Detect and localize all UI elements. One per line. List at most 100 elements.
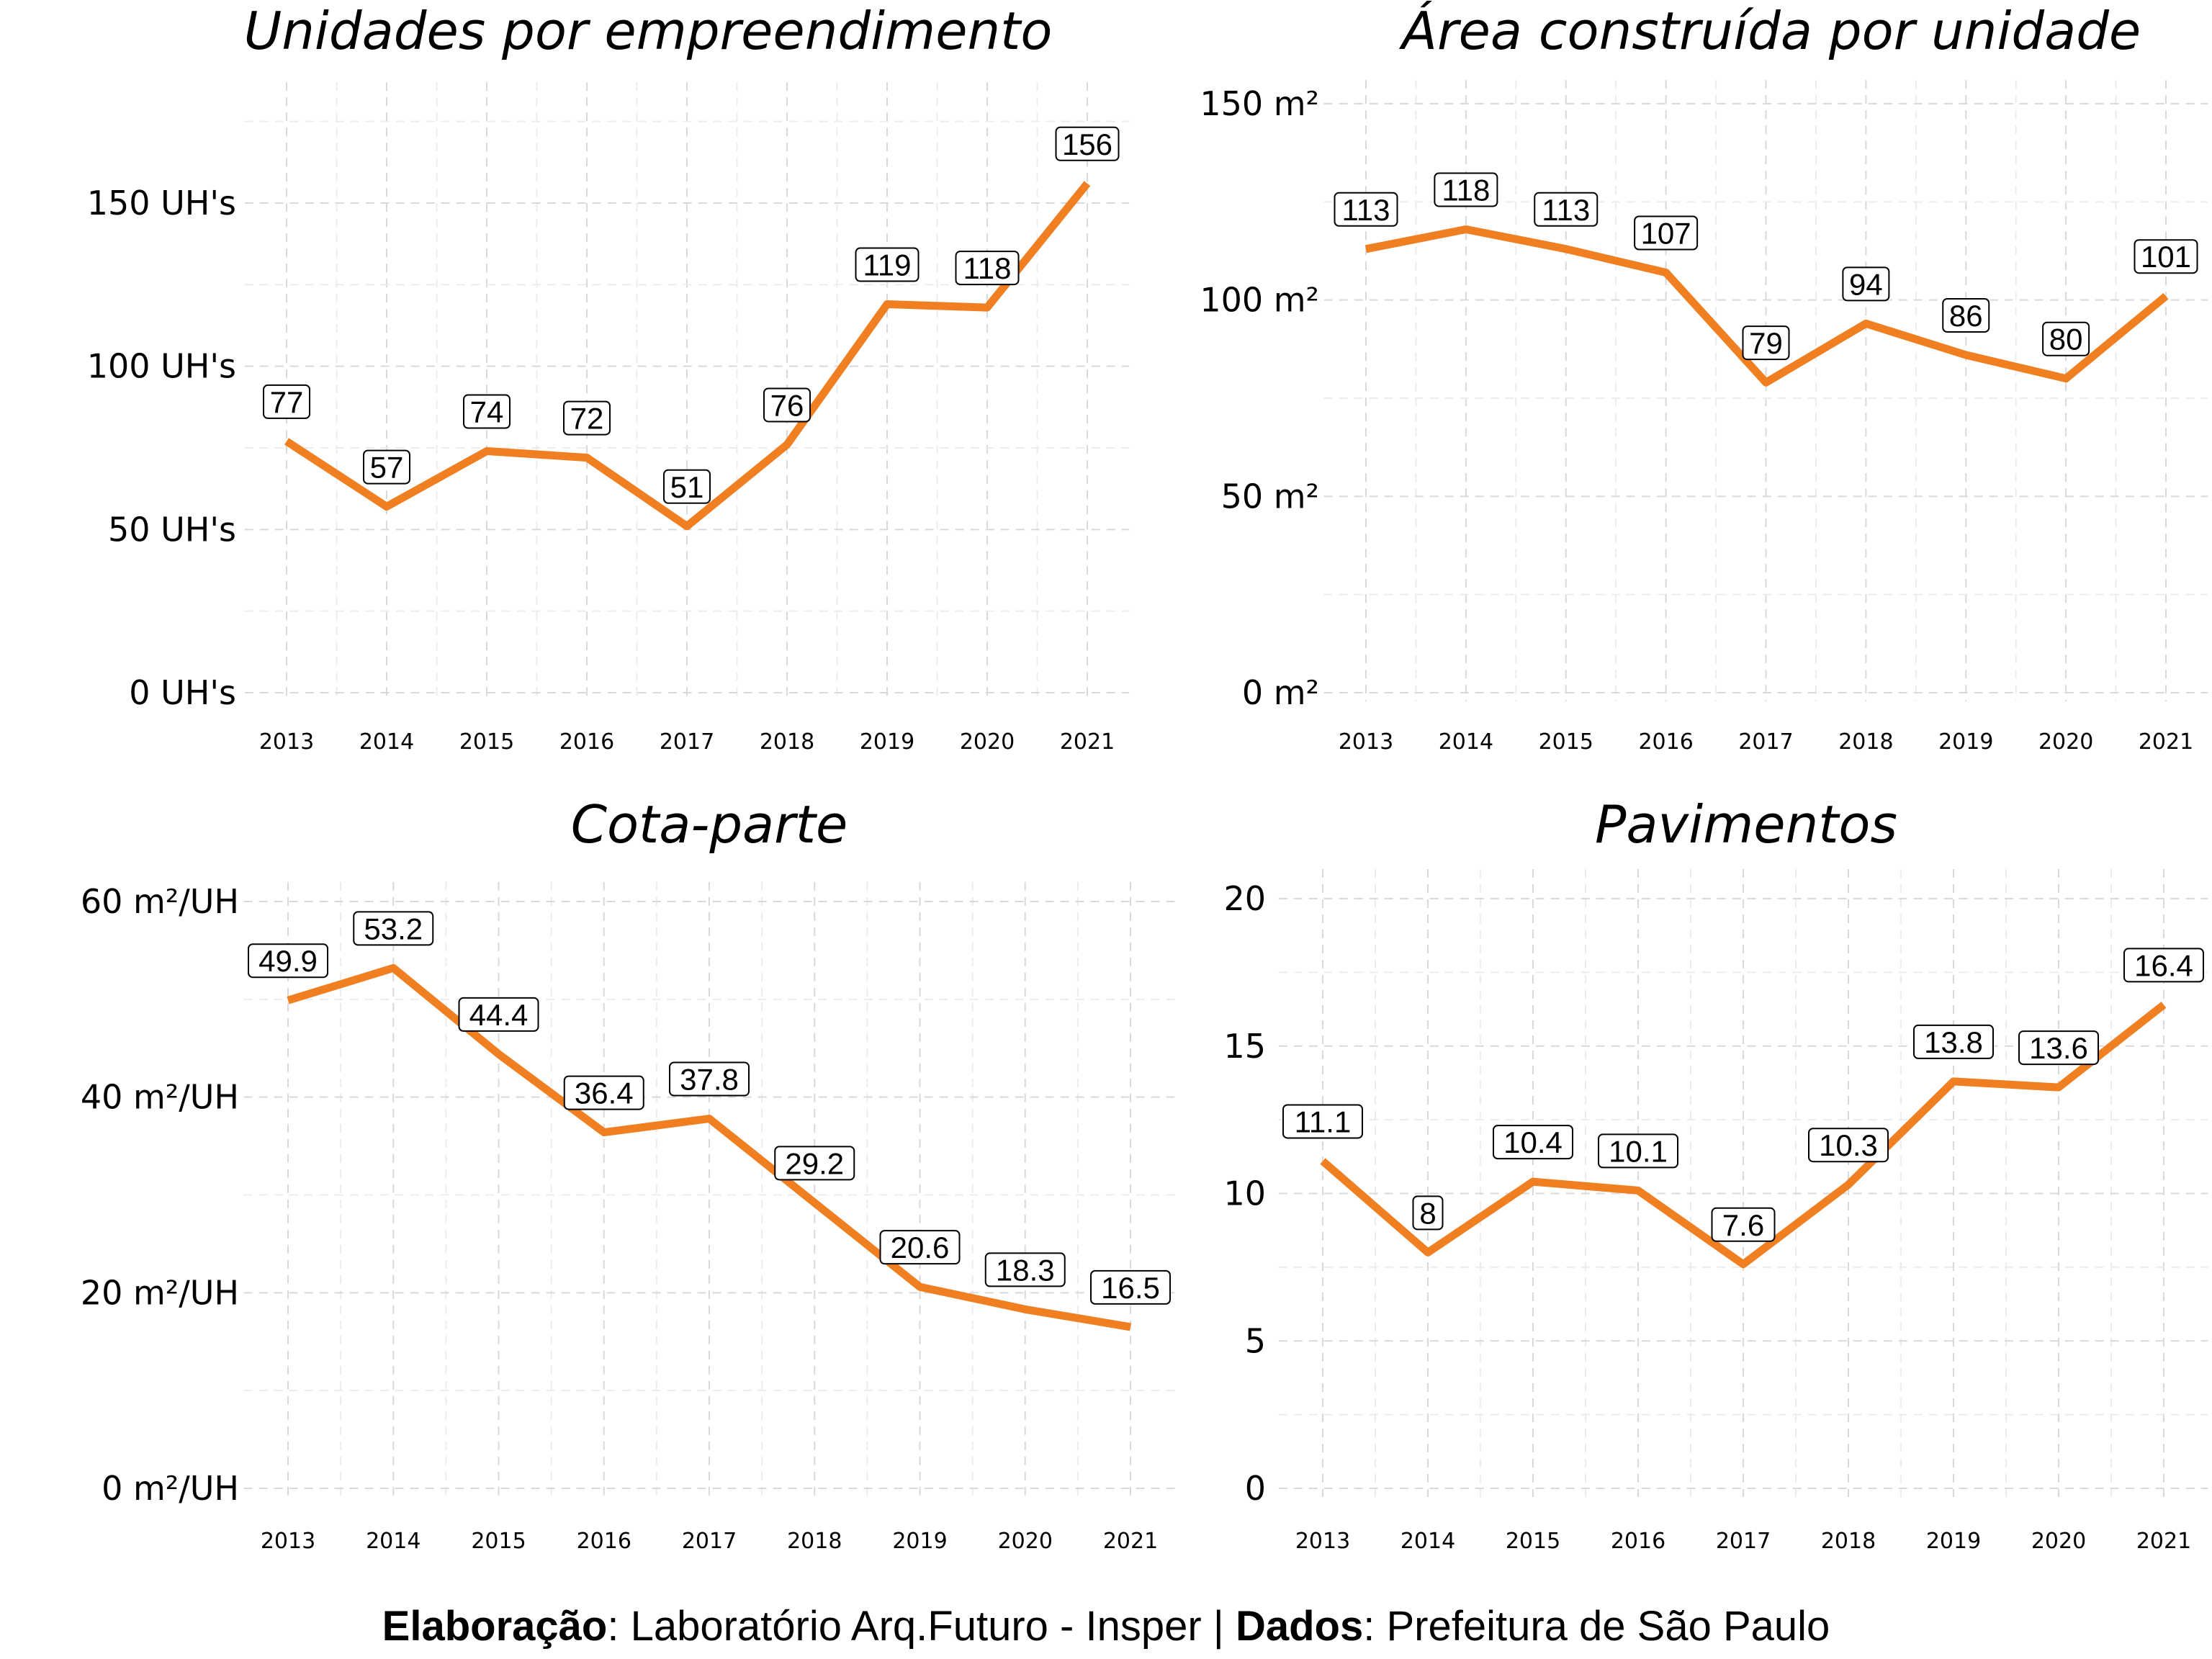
grid — [1323, 80, 2208, 701]
y-tick-label: 15 — [1223, 1027, 1266, 1066]
data-label-text: 13.8 — [1924, 1025, 1983, 1059]
y-tick-label: 100 UH's — [87, 347, 236, 386]
data-label: 156 — [1055, 126, 1120, 161]
chart-svg: Unidades por empreendimento 0 UH's 50 UH's… — [87, 1, 1130, 755]
data-label-text: 101 — [2141, 240, 2191, 274]
data-label-box — [2123, 948, 2204, 983]
grid — [1278, 869, 2208, 1497]
data-label: 51 — [663, 469, 711, 504]
data-label-box — [1493, 1125, 1573, 1160]
x-tick-label: 2018 — [1821, 1529, 1876, 1554]
data-label-box — [1634, 215, 1699, 251]
x-tick-label: 2017 — [682, 1529, 737, 1554]
data-label: 10.4 — [1493, 1125, 1573, 1160]
data-label-box — [1090, 1269, 1171, 1305]
data-label-text: 51 — [670, 470, 704, 504]
data-label-box — [855, 247, 920, 282]
data-label-box — [1412, 1195, 1444, 1231]
data-label-box — [984, 1252, 1066, 1287]
chart-units-per-development: Unidades por empreendimento 0 UH's 50 UH's… — [0, 0, 1130, 792]
caption-credit-label: Elaboração — [382, 1603, 608, 1650]
series-line — [1320, 1002, 2167, 1269]
data-label: 49.9 — [248, 943, 328, 979]
data-label: 10.3 — [1808, 1128, 1889, 1163]
data-label-box — [879, 1230, 961, 1265]
y-tick-label: 150 m² — [1200, 84, 1319, 123]
data-label-text: 10.3 — [1819, 1128, 1878, 1162]
x-tick-label: 2021 — [1103, 1529, 1158, 1554]
data-label: 44.4 — [458, 997, 539, 1032]
data-label-box — [1913, 1024, 1994, 1059]
x-tick-label: 2018 — [760, 729, 814, 755]
x-tick-label: 2013 — [1295, 1529, 1350, 1554]
data-label-text: 57 — [370, 451, 404, 485]
data-label-box — [1282, 1104, 1363, 1139]
data-label-box — [1742, 325, 1790, 361]
x-tick-label: 2015 — [459, 729, 514, 755]
data-labels: 77 57 74 72 51 76 119 118 156 — [263, 126, 1120, 504]
y-tick-label: 50 m² — [1221, 477, 1319, 516]
data-label-text: 113 — [1342, 193, 1390, 227]
data-label-box — [1942, 298, 1990, 333]
data-label: 80 — [2042, 321, 2090, 356]
x-tick-label: 2015 — [1506, 1529, 1560, 1554]
chart-cota-parte: Cota-parte 0 m²/UH 20 m²/UH 40 m²/UH 60 m²/U… — [0, 792, 1175, 1591]
y-tick-label: 100 m² — [1200, 281, 1319, 320]
data-label: 37.8 — [669, 1061, 750, 1097]
data-label-text: 16.4 — [2134, 948, 2193, 982]
data-label-text: 49.9 — [258, 944, 318, 978]
data-label-box — [458, 997, 539, 1032]
series-line — [287, 963, 1131, 1331]
chart-built-area-per-unit: Área construída por unidade 0 m² 50 m² 100 … — [1123, 0, 2212, 792]
chart-svg: Pavimentos 0 5 10 15 20 2013 2014 2015 2016 2017 20… — [1223, 794, 2208, 1554]
data-label-text: 44.4 — [469, 998, 529, 1032]
data-label-text: 119 — [863, 248, 912, 282]
series-line — [1364, 225, 2169, 387]
data-label-box — [1842, 266, 1890, 302]
data-label-text: 11.1 — [1295, 1105, 1352, 1138]
data-label-box — [1434, 172, 1498, 207]
x-tick-label: 2020 — [2038, 729, 2093, 755]
y-tick-label: 20 m²/UH — [81, 1273, 239, 1312]
data-label-text: 29.2 — [785, 1146, 844, 1180]
data-label: 57 — [363, 449, 410, 485]
x-tick-label: 2016 — [1611, 1529, 1665, 1554]
x-tick-label: 2013 — [261, 1529, 315, 1554]
x-tick-label: 2019 — [1926, 1529, 1981, 1554]
y-tick-label: 40 m²/UH — [81, 1078, 239, 1117]
x-tick-label: 2021 — [2139, 729, 2193, 755]
data-label-box — [763, 387, 811, 423]
data-label-text: 113 — [1542, 193, 1590, 227]
chart-floors: Pavimentos 0 5 10 15 20 2013 2014 2015 2016 2017 20… — [1166, 792, 2212, 1591]
chart-title: Cota-parte — [571, 794, 848, 855]
x-tick-label: 2016 — [577, 1529, 631, 1554]
data-label-text: 37.8 — [680, 1063, 739, 1097]
data-label-box — [363, 449, 410, 485]
chart-title: Pavimentos — [1595, 794, 1897, 855]
data-label-text: 8 — [1419, 1196, 1436, 1230]
data-label-text: 118 — [1442, 174, 1490, 207]
data-label-text: 86 — [1949, 299, 1983, 333]
data-label-box — [2042, 321, 2090, 356]
data-label: 113 — [1334, 192, 1398, 227]
data-label-text: 20.6 — [891, 1231, 950, 1264]
data-label: 11.1 — [1282, 1104, 1363, 1139]
data-label-box — [1808, 1128, 1889, 1163]
x-tick-label: 2020 — [960, 729, 1015, 755]
y-tick-label: 0 — [1245, 1469, 1266, 1508]
y-tick-label: 0 UH's — [129, 673, 236, 712]
data-label-text: 13.6 — [2029, 1031, 2088, 1065]
x-tick-label: 2014 — [359, 729, 414, 755]
data-label: 13.6 — [2018, 1030, 2099, 1066]
data-label: 107 — [1634, 215, 1699, 251]
data-label-box — [563, 1075, 644, 1110]
x-tick-label: 2021 — [2136, 1529, 2191, 1554]
data-label: 119 — [855, 247, 920, 282]
caption: Elaboração: Laboratório Arq.Futuro - Ins… — [0, 1602, 2212, 1650]
data-label: 53.2 — [353, 911, 434, 945]
caption-source-value: : Prefeitura de São Paulo — [1363, 1603, 1830, 1650]
x-tick-label: 2015 — [1539, 729, 1593, 755]
chart-title: Unidades por empreendimento — [244, 1, 1053, 61]
data-label-text: 94 — [1849, 267, 1883, 301]
y-tick-label: 0 m²/UH — [102, 1469, 239, 1508]
